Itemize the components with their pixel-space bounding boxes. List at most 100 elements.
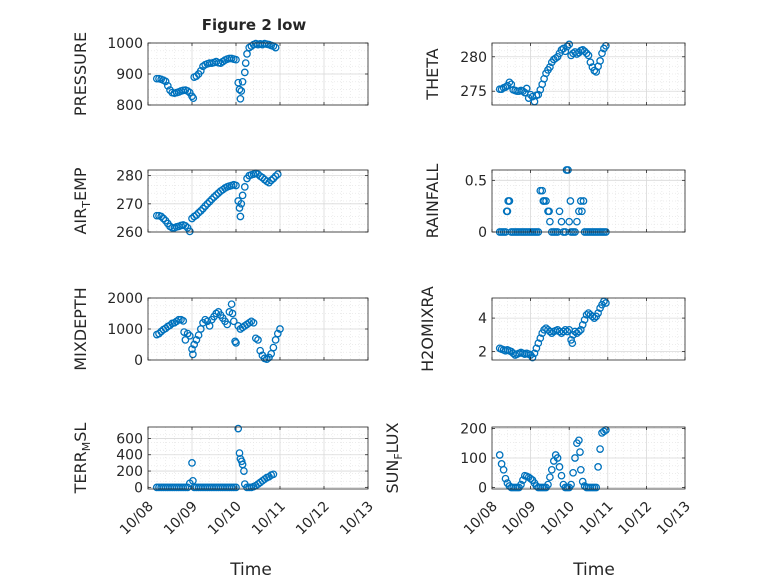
subplot-h2omixra: 2 4 H2OMIXRA bbox=[418, 286, 686, 372]
data-point bbox=[152, 211, 161, 220]
data-point bbox=[254, 336, 262, 344]
data-point bbox=[536, 334, 545, 343]
y-tick-label: 4 bbox=[478, 311, 487, 327]
data-point bbox=[159, 214, 168, 223]
axes-box bbox=[491, 42, 686, 106]
data-point bbox=[240, 467, 248, 475]
data-point bbox=[575, 207, 583, 216]
data-point bbox=[557, 217, 566, 226]
data-point bbox=[228, 309, 237, 318]
subplot-theta: 275 280 THETA bbox=[423, 40, 686, 106]
data-point bbox=[212, 191, 221, 199]
data-point bbox=[573, 217, 581, 226]
data-point bbox=[183, 329, 192, 338]
y-tick-label: 280 bbox=[460, 50, 487, 66]
axes-box bbox=[147, 169, 369, 233]
data-point bbox=[580, 47, 589, 56]
data-point bbox=[181, 483, 190, 492]
data-series bbox=[152, 424, 278, 492]
data-point bbox=[578, 320, 587, 329]
data-point bbox=[276, 325, 284, 333]
data-point bbox=[155, 329, 163, 338]
data-point bbox=[179, 317, 188, 325]
data-point bbox=[238, 77, 247, 86]
data-point bbox=[579, 197, 588, 205]
data-point bbox=[163, 81, 172, 90]
ylabel-rainfall: RAINFALL bbox=[423, 164, 442, 239]
data-point bbox=[271, 43, 280, 52]
data-point bbox=[528, 353, 537, 362]
data-point bbox=[561, 47, 570, 56]
y-tick-label: 2 bbox=[478, 345, 487, 361]
data-point bbox=[530, 349, 539, 358]
data-point bbox=[567, 480, 575, 489]
data-point bbox=[544, 480, 552, 489]
y-tick-label: 200 bbox=[116, 464, 143, 480]
data-point bbox=[157, 212, 166, 221]
data-point bbox=[192, 72, 201, 81]
data-point bbox=[576, 197, 585, 205]
data-point bbox=[546, 217, 554, 226]
data-point bbox=[557, 471, 566, 480]
data-point bbox=[196, 67, 205, 75]
data-point bbox=[273, 329, 282, 338]
ylabel-sun-flux: SUNFLUX bbox=[383, 422, 405, 493]
data-point bbox=[580, 315, 589, 324]
data-series bbox=[152, 169, 282, 236]
data-point bbox=[235, 204, 244, 212]
data-series bbox=[152, 39, 280, 103]
axes-box bbox=[491, 297, 686, 361]
data-point bbox=[203, 199, 212, 208]
data-point bbox=[232, 339, 240, 347]
y-tick-label: 270 bbox=[116, 197, 143, 213]
data-point bbox=[584, 51, 593, 60]
data-point bbox=[590, 66, 599, 75]
figure-title: Figure 2 low bbox=[202, 16, 307, 34]
y-tick-label: 275 bbox=[460, 84, 487, 100]
y-tick-label: 400 bbox=[116, 448, 143, 464]
data-point bbox=[561, 325, 570, 334]
data-point bbox=[497, 85, 506, 94]
data-point bbox=[568, 339, 577, 348]
data-point bbox=[501, 474, 510, 483]
data-point bbox=[189, 94, 198, 103]
data-point bbox=[576, 448, 584, 456]
data-point bbox=[505, 197, 514, 205]
ylabel-theta: THETA bbox=[423, 48, 442, 100]
data-point bbox=[229, 483, 238, 492]
data-series bbox=[495, 297, 610, 362]
data-point bbox=[594, 463, 602, 471]
data-point bbox=[189, 350, 197, 359]
data-point bbox=[237, 457, 246, 466]
data-point bbox=[546, 63, 554, 71]
y-tick-label: 0 bbox=[134, 480, 143, 496]
data-point bbox=[557, 46, 566, 54]
data-point bbox=[192, 211, 201, 219]
ylabel-h2omixra: H2OMIXRA bbox=[418, 286, 437, 372]
data-point bbox=[238, 191, 247, 200]
grid bbox=[492, 170, 685, 233]
data-point bbox=[582, 49, 591, 58]
data-point bbox=[227, 300, 236, 309]
y-tick-label: 0 bbox=[478, 481, 487, 497]
subplot-rainfall: 0 0.5 RAINFALL bbox=[423, 164, 686, 241]
data-point bbox=[210, 193, 218, 201]
data-point bbox=[522, 84, 531, 93]
data-point bbox=[190, 340, 199, 349]
data-point bbox=[240, 68, 249, 77]
data-point bbox=[532, 344, 541, 353]
data-point bbox=[578, 207, 586, 216]
data-point bbox=[207, 195, 216, 204]
data-point bbox=[240, 183, 249, 191]
y-tick-label: 1000 bbox=[107, 322, 143, 338]
data-point bbox=[499, 465, 508, 474]
data-point bbox=[236, 94, 245, 103]
y-tick-label: 1000 bbox=[107, 36, 143, 52]
data-point bbox=[241, 59, 250, 67]
data-point bbox=[553, 454, 562, 462]
data-point bbox=[269, 174, 278, 183]
y-tick-label: 2000 bbox=[107, 291, 143, 307]
data-point bbox=[596, 445, 604, 453]
data-point bbox=[555, 207, 564, 216]
